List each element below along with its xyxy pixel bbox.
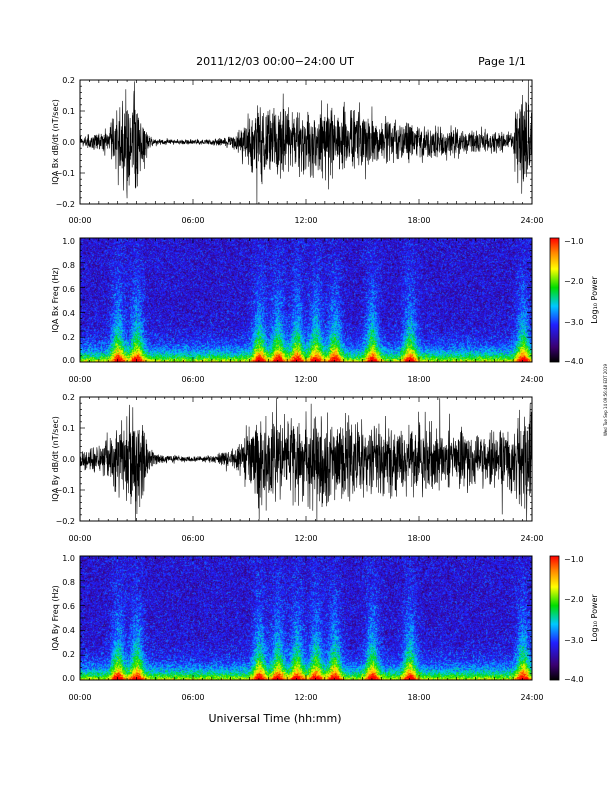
bx-waveform-trace xyxy=(79,79,533,205)
by-spectrogram-xtick-label: 18:00 xyxy=(407,693,430,702)
by-spectrogram-ytick-label: 0.6 xyxy=(62,602,75,611)
bx-waveform-xtick-label: 24:00 xyxy=(520,216,543,225)
bx-spectrogram-ytick-label: 0.0 xyxy=(62,356,75,365)
by-waveform-ytick-label: 0.2 xyxy=(62,393,75,402)
colorbar-by-scale xyxy=(549,555,560,681)
bx-spectrogram-ytick-label: 0.2 xyxy=(62,333,75,342)
colorbar-by: −1.0 −2.0 −3.0 −4.0 Log₁₀ Power xyxy=(549,555,599,684)
bx-spectrogram-xtick-label: 12:00 xyxy=(294,375,317,384)
colorbar-by-label: Log₁₀ Power xyxy=(590,594,599,642)
by-spectrogram-xtick-label: 06:00 xyxy=(181,693,204,702)
by-spectrogram-ytick-label: 0.0 xyxy=(62,674,75,683)
bx-waveform-xtick-label: 18:00 xyxy=(407,216,430,225)
by-spectrogram-xtick-label: 24:00 xyxy=(520,693,543,702)
timestamp-note: Wed Tue Sep 14 09:56:48 EDT 2019 xyxy=(603,364,608,436)
bx-waveform-ytick-label: 0.0 xyxy=(62,138,75,147)
bx-spectrogram-image xyxy=(80,238,532,362)
colorbar-bx-scale xyxy=(549,237,560,363)
colorbar-by-tick-label: −3.0 xyxy=(564,636,583,645)
by-spectrogram-axis-ticks xyxy=(79,555,533,681)
colorbar-bx-tick-label: −4.0 xyxy=(564,357,583,366)
bx-spectrogram-ytick-label: 0.6 xyxy=(62,285,75,294)
by-waveform-xtick-label: 18:00 xyxy=(407,534,430,543)
bx-spectrogram-ytick-label: 0.4 xyxy=(62,309,75,318)
figure-title: 2011/12/03 00:00−24:00 UT xyxy=(196,55,354,68)
page-number: Page 1/1 xyxy=(478,55,526,68)
bx-spectrogram-axis-ticks xyxy=(79,237,533,363)
bx-spectrogram-image-wrap xyxy=(80,238,532,362)
colorbar-by-tick-label: −1.0 xyxy=(564,555,583,564)
by-spectrogram-ytick-label: 0.4 xyxy=(62,626,75,635)
bx-waveform-axis-ticks xyxy=(79,79,533,205)
colorbar-by-tick-label: −2.0 xyxy=(564,595,583,604)
by-spectrogram-ylabel: IQA By Freq (Hz) xyxy=(51,585,60,651)
panel-by-waveform: IQA By dB/dt (nT/sec) 0.2 0.1 0.0 −0.1 −… xyxy=(51,393,544,543)
bx-spectrogram-xtick-label: 18:00 xyxy=(407,375,430,384)
by-waveform-xtick-label: 06:00 xyxy=(181,534,204,543)
colorbar-bx-tick-label: −2.0 xyxy=(564,277,583,286)
by-waveform-xtick-label: 24:00 xyxy=(520,534,543,543)
bx-waveform-ylabel: IQA Bx dB/dt (nT/sec) xyxy=(51,99,60,185)
bx-spectrogram-xtick-label: 24:00 xyxy=(520,375,543,384)
bx-waveform-xtick-label: 12:00 xyxy=(294,216,317,225)
bx-waveform-xtick-label: 00:00 xyxy=(68,216,91,225)
by-waveform-xtick-label: 12:00 xyxy=(294,534,317,543)
by-waveform-ytick-label: −0.1 xyxy=(56,486,75,495)
colorbar-bx-tick-label: −1.0 xyxy=(564,237,583,246)
colorbar-bx: −1.0 −2.0 −3.0 −4.0 Log₁₀ Power xyxy=(549,237,599,366)
by-waveform-ytick-label: 0.1 xyxy=(62,424,75,433)
by-spectrogram-xtick-label: 00:00 xyxy=(68,693,91,702)
by-spectrogram-ytick-label: 0.8 xyxy=(62,578,75,587)
bx-spectrogram-ytick-label: 0.8 xyxy=(62,261,75,270)
by-spectrogram-xtick-label: 12:00 xyxy=(294,693,317,702)
panel-bx-waveform: IQA Bx dB/dt (nT/sec) 0.2 0.1 0.0 −0.1 −… xyxy=(51,76,544,225)
by-spectrogram-ytick-label: 0.2 xyxy=(62,650,75,659)
bx-waveform-ytick-label: 0.2 xyxy=(62,76,75,85)
colorbar-bx-tick-label: −3.0 xyxy=(564,318,583,327)
bx-waveform-ytick-label: −0.2 xyxy=(56,200,75,209)
by-waveform-ylabel: IQA By dB/dt (nT/sec) xyxy=(51,416,60,502)
by-waveform-trace xyxy=(79,398,533,522)
colorbar-by-tick-label: −4.0 xyxy=(564,675,583,684)
by-waveform-axis-ticks xyxy=(79,396,533,522)
bx-spectrogram-ylabel: IQA Bx Freq (Hz) xyxy=(51,267,60,333)
bx-spectrogram-xtick-label: 00:00 xyxy=(68,375,91,384)
by-waveform-ytick-label: −0.2 xyxy=(56,517,75,526)
by-spectrogram-image-wrap xyxy=(80,556,532,680)
by-waveform-ytick-label: 0.0 xyxy=(62,455,75,464)
bx-waveform-ytick-label: −0.1 xyxy=(56,169,75,178)
by-spectrogram-ytick-label: 1.0 xyxy=(62,554,75,563)
panel-bx-spectrogram: IQA Bx Freq (Hz) 1.0 0.8 0.6 0.4 0.2 0.0… xyxy=(51,237,544,384)
bx-waveform-xtick-label: 06:00 xyxy=(181,216,204,225)
bx-spectrogram-xtick-label: 06:00 xyxy=(181,375,204,384)
x-axis-title: Universal Time (hh:mm) xyxy=(209,712,342,725)
bx-spectrogram-ytick-label: 1.0 xyxy=(62,237,75,246)
colorbar-bx-label: Log₁₀ Power xyxy=(590,276,599,324)
bx-waveform-ytick-label: 0.1 xyxy=(62,107,75,116)
by-spectrogram-image xyxy=(80,556,532,680)
panel-by-spectrogram: IQA By Freq (Hz) 1.0 0.8 0.6 0.4 0.2 0.0… xyxy=(51,554,544,702)
by-waveform-xtick-label: 00:00 xyxy=(68,534,91,543)
